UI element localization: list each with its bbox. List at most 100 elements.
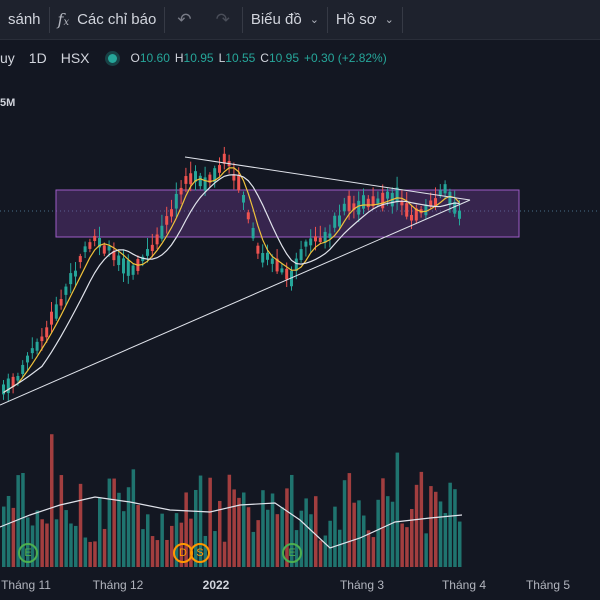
candle-body bbox=[40, 336, 44, 342]
volume-bar bbox=[357, 500, 361, 567]
undo-button[interactable]: ↶ bbox=[165, 0, 203, 40]
volume-bar bbox=[318, 540, 323, 567]
candle-body bbox=[323, 231, 327, 243]
volume-bar bbox=[198, 475, 203, 567]
candle-body bbox=[342, 203, 346, 212]
volume-bar bbox=[352, 502, 356, 567]
candle-body bbox=[386, 191, 389, 199]
indicators-button[interactable]: fx Các chỉ báo bbox=[50, 0, 165, 40]
chart-type-label: Biểu đồ bbox=[250, 11, 302, 28]
candle-body bbox=[59, 298, 63, 306]
candle-body bbox=[122, 258, 125, 274]
candle-body bbox=[74, 270, 77, 277]
volume-bar bbox=[26, 517, 30, 567]
candle-body bbox=[280, 268, 284, 273]
trendline-resistance bbox=[184, 156, 471, 201]
candle-body bbox=[376, 198, 380, 204]
volume-bar bbox=[266, 509, 270, 567]
candle-body bbox=[203, 177, 207, 191]
candle-body bbox=[184, 176, 188, 184]
candle-body bbox=[69, 273, 73, 285]
volume-bar bbox=[2, 506, 6, 567]
toolbar-divider bbox=[48, 6, 50, 33]
volume-bar bbox=[83, 537, 88, 567]
market-open-dot bbox=[107, 53, 117, 63]
volume-bar bbox=[304, 498, 308, 567]
chart-type-button[interactable]: Biểu đồ ⌄ bbox=[243, 0, 327, 40]
event-marker[interactable]: E bbox=[282, 543, 302, 563]
volume-bar bbox=[381, 478, 385, 567]
compare-button[interactable]: sánh bbox=[0, 0, 49, 40]
candle-body bbox=[35, 341, 39, 351]
profile-button[interactable]: Hồ sơ ⌄ bbox=[328, 0, 402, 40]
candle-body bbox=[266, 252, 269, 260]
volume-bar bbox=[213, 531, 217, 567]
event-marker[interactable]: S bbox=[190, 543, 210, 563]
candle-body bbox=[448, 191, 452, 205]
candle-body bbox=[50, 311, 53, 325]
volume-bar bbox=[366, 530, 371, 567]
candle-body bbox=[347, 195, 351, 212]
candle-body bbox=[381, 192, 385, 209]
interval-label[interactable]: 1D bbox=[28, 50, 47, 66]
volume-bar bbox=[429, 486, 433, 567]
candle-body bbox=[366, 198, 370, 208]
chevron-down-icon: ⌄ bbox=[309, 14, 319, 26]
event-marker[interactable]: E bbox=[18, 543, 38, 563]
symbol-legend: uy 1D HSX O10.60 H10.95 L10.55 C10.95 +0… bbox=[0, 48, 387, 68]
toolbar-divider bbox=[401, 6, 403, 33]
time-axis-label: 2022 bbox=[202, 578, 230, 592]
exchange-label: HSX bbox=[60, 50, 90, 66]
volume-bar bbox=[189, 518, 193, 567]
chevron-down-icon: ⌄ bbox=[384, 14, 394, 26]
candle-body bbox=[424, 204, 428, 216]
volume-bar bbox=[98, 497, 102, 567]
candle-body bbox=[290, 270, 293, 287]
fx-icon: fx bbox=[57, 10, 70, 29]
compare-label: sánh bbox=[8, 11, 41, 28]
volume-bar bbox=[35, 510, 40, 567]
candle-body bbox=[333, 215, 337, 228]
candle-body bbox=[170, 209, 173, 217]
volume-bar bbox=[458, 521, 462, 567]
volume-bar bbox=[102, 528, 107, 567]
volume-bar bbox=[21, 473, 25, 567]
candle-body bbox=[414, 208, 418, 221]
candle-body bbox=[21, 364, 25, 374]
candle-body bbox=[318, 237, 322, 243]
candle-body bbox=[165, 216, 169, 225]
volume-bar bbox=[93, 541, 97, 567]
candle-body bbox=[194, 171, 197, 182]
candle-body bbox=[304, 241, 308, 247]
volume-bar bbox=[362, 515, 366, 567]
candle-body bbox=[198, 175, 202, 187]
volume-bar bbox=[438, 501, 443, 567]
low-value: L10.55 bbox=[218, 51, 256, 65]
toolbar-divider bbox=[241, 6, 243, 33]
candle-body bbox=[285, 268, 289, 280]
candle-body bbox=[146, 249, 149, 256]
candle-body bbox=[410, 214, 413, 221]
price-chart[interactable] bbox=[0, 41, 600, 571]
symbol-name[interactable]: uy bbox=[0, 50, 15, 66]
time-axis-label: Tháng 12 bbox=[92, 578, 144, 592]
candle-body bbox=[6, 378, 10, 394]
candle-body bbox=[179, 187, 183, 195]
high-value: H10.95 bbox=[174, 51, 214, 65]
candle-body bbox=[429, 200, 433, 207]
volume-bar bbox=[126, 487, 131, 567]
candle-body bbox=[213, 168, 217, 182]
volume-bar bbox=[112, 478, 116, 567]
volume-bar bbox=[395, 452, 400, 567]
volume-bar bbox=[64, 510, 68, 567]
candle-body bbox=[400, 201, 404, 206]
open-value: O10.60 bbox=[130, 51, 170, 65]
candle-body bbox=[45, 327, 49, 338]
toolbar-divider bbox=[326, 6, 328, 33]
candle-body bbox=[405, 203, 409, 217]
candle-body bbox=[434, 198, 437, 207]
candle-body bbox=[30, 348, 34, 354]
redo-button[interactable]: ↷ bbox=[204, 0, 242, 40]
candle-body bbox=[218, 165, 221, 173]
volume-scale-label: 5M bbox=[0, 97, 16, 109]
